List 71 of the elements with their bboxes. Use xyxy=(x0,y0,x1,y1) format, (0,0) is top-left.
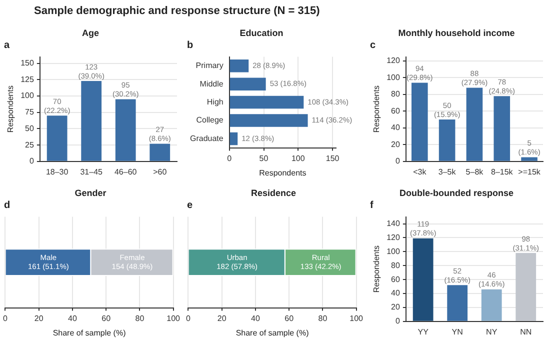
x-tick-label: 40 xyxy=(68,314,78,323)
y-tick-label: 40 xyxy=(391,288,400,298)
y-tick-label: 40 xyxy=(391,123,400,132)
text: f xyxy=(370,200,374,211)
chart-title: Age xyxy=(82,28,100,38)
y-tick-label: 25 xyxy=(25,140,34,150)
text: Sample demographic and response structure (N = 315) xyxy=(34,5,320,17)
x-tick-label: 20 xyxy=(34,314,44,323)
x-tick-label: 0 xyxy=(3,314,8,323)
y-tick-label: 125 xyxy=(20,74,34,84)
text: a xyxy=(4,40,10,51)
y-tick-label: 80 xyxy=(391,260,400,270)
x-tick-label: 8–15k xyxy=(490,167,514,176)
x-tick-label: <3k xyxy=(413,167,428,176)
x-tick-label: 150 xyxy=(326,154,340,163)
x-tick-label: NY xyxy=(486,327,498,336)
y-tick-label: 100 xyxy=(386,246,400,256)
x-tick-label: 60 xyxy=(284,314,294,323)
x-tick-label: 80 xyxy=(318,314,328,323)
y-tick-label: 20 xyxy=(391,302,400,312)
x-tick-label: 18–30 xyxy=(46,167,69,176)
y-tick-label: 100 xyxy=(386,72,400,82)
y-tick-label: 75 xyxy=(25,108,34,117)
y-tick-label: 120 xyxy=(386,232,400,242)
chart-title: Gender xyxy=(74,188,107,198)
x-axis-title: Share of sample (%) xyxy=(236,328,310,338)
x-tick-label: 60 xyxy=(102,314,112,323)
y-tick-label: Primary xyxy=(196,61,224,70)
y-tick-label: 60 xyxy=(391,106,400,116)
x-tick-label: 100 xyxy=(166,314,181,323)
y-tick-label: 80 xyxy=(391,90,400,99)
y-axis-title: Respondents xyxy=(372,86,382,133)
text: d xyxy=(4,200,10,211)
chart-title: Residence xyxy=(250,188,296,198)
x-tick-label: 100 xyxy=(291,154,306,163)
x-tick-label: 0 xyxy=(186,314,191,323)
y-tick-label: 120 xyxy=(386,56,400,66)
y-tick-label: Graduate xyxy=(190,134,224,143)
x-tick-label: >=15k xyxy=(518,167,542,176)
x-tick-label: 31–45 xyxy=(80,167,104,176)
y-tick-label: 100 xyxy=(20,91,34,100)
x-tick-label: >60 xyxy=(153,167,168,176)
chart-title: Monthly household income xyxy=(398,28,515,38)
x-tick-label: YN xyxy=(452,327,464,336)
x-tick-label: 100 xyxy=(350,314,364,323)
y-axis-title: Respondents xyxy=(6,86,16,133)
x-tick-label: 40 xyxy=(251,314,260,323)
x-axis-title: Share of sample (%) xyxy=(52,328,126,338)
y-tick-label: 20 xyxy=(391,140,400,149)
y-tick-label: 50 xyxy=(25,124,34,133)
text: e xyxy=(187,200,193,211)
x-tick-label: 5–8k xyxy=(466,167,484,176)
x-tick-label: 3–5k xyxy=(438,167,457,176)
x-tick-label: NN xyxy=(520,327,532,336)
x-tick-label: 80 xyxy=(135,314,145,323)
y-axis-title: Respondents xyxy=(372,246,382,293)
y-tick-label: Middle xyxy=(200,79,224,88)
text: b xyxy=(187,40,194,51)
text: c xyxy=(370,40,376,51)
x-tick-label: 46–60 xyxy=(114,167,138,176)
x-tick-label: YY xyxy=(418,327,430,336)
y-tick-label: 140 xyxy=(386,218,400,228)
x-tick-label: 50 xyxy=(259,154,269,163)
y-tick-label: 60 xyxy=(391,274,400,284)
chart-title: Double-bounded response xyxy=(399,188,514,198)
chart-title: Education xyxy=(240,28,284,38)
x-tick-label: 0 xyxy=(227,154,232,163)
y-tick-label: 150 xyxy=(20,58,34,68)
y-tick-label: College xyxy=(196,116,224,125)
y-tick-label: High xyxy=(206,98,224,107)
x-axis-title: Respondents xyxy=(259,168,306,178)
